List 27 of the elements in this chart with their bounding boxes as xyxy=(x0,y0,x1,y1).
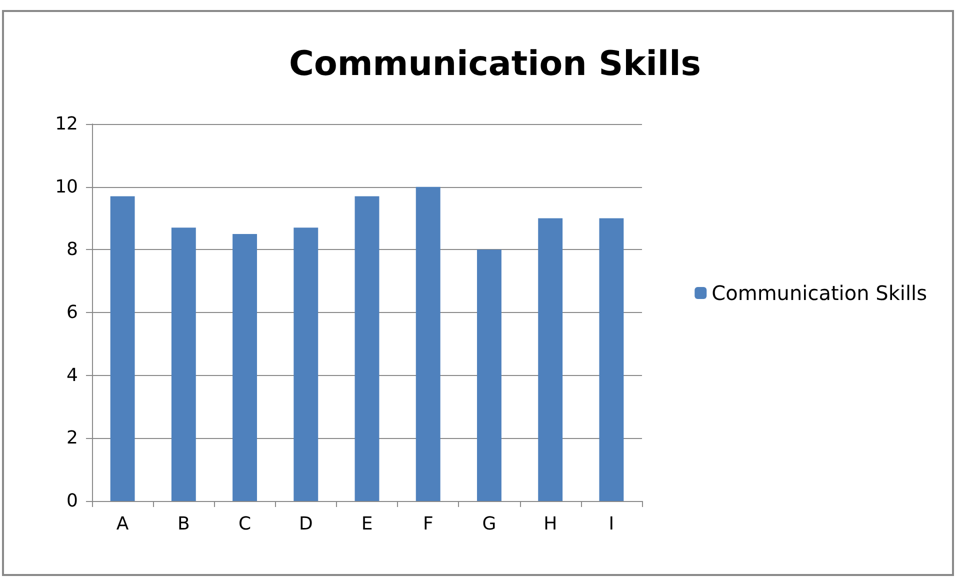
chart-title: Communication Skills xyxy=(289,44,701,84)
x-tick-label: C xyxy=(238,514,252,534)
bar xyxy=(232,234,257,501)
y-tick-label: 4 xyxy=(66,364,78,386)
x-tick-label: H xyxy=(544,514,558,534)
bar xyxy=(538,218,563,501)
x-tick-label: B xyxy=(177,514,190,534)
x-tick-label: F xyxy=(422,514,434,534)
bar xyxy=(416,186,440,501)
x-tick-label: G xyxy=(482,514,496,534)
y-tick-label: 12 xyxy=(55,114,78,134)
x-tick-label: E xyxy=(361,514,373,534)
y-tick-label: 2 xyxy=(66,428,78,449)
y-tick-label: 6 xyxy=(66,302,78,323)
y-tick-label: 8 xyxy=(66,239,78,260)
bar xyxy=(171,228,196,501)
y-tick-label: 0 xyxy=(66,490,78,512)
legend-label: Communication Skills xyxy=(712,281,928,305)
bar xyxy=(599,218,624,501)
bar xyxy=(294,228,318,501)
bar xyxy=(110,196,135,501)
bar xyxy=(477,250,502,501)
bar xyxy=(354,196,380,501)
x-tick-label: D xyxy=(298,514,313,534)
y-tick-label: 10 xyxy=(55,176,78,198)
x-tick-label: I xyxy=(608,514,614,534)
x-tick-label: A xyxy=(116,514,130,534)
